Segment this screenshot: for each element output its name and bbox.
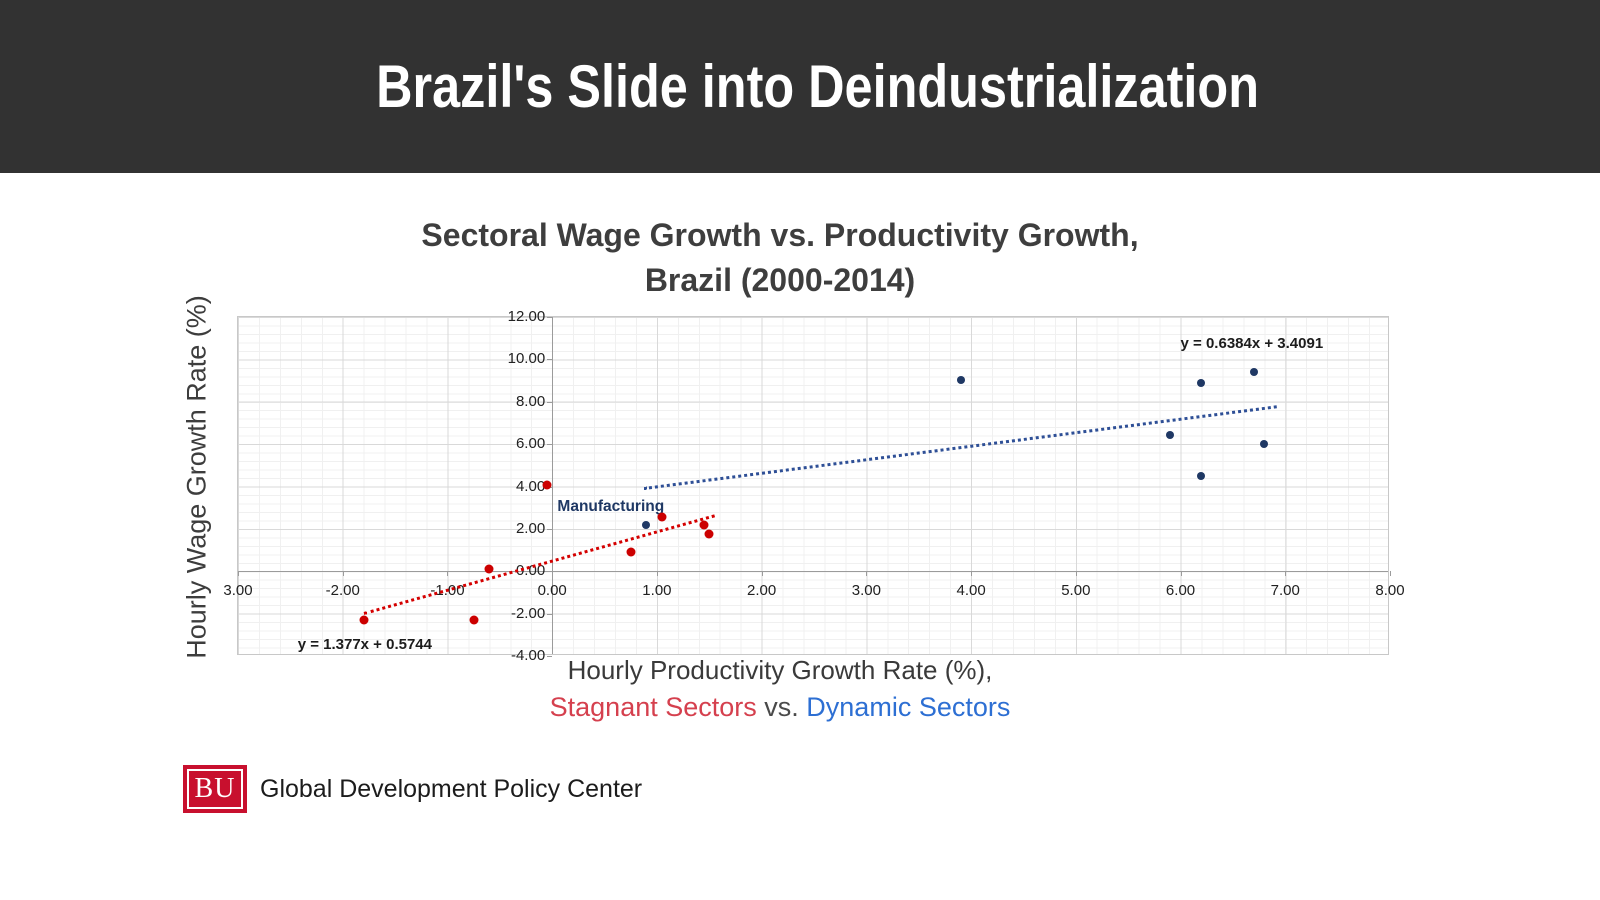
- x-tick-label: 0.00: [537, 582, 567, 600]
- y-tick-label: 10.00: [507, 350, 546, 368]
- stagnant-trendline-equation: y = 1.377x + 0.5744: [297, 635, 432, 653]
- x-tick-label: 1.00: [642, 582, 672, 600]
- y-axis-label: Hourly Wage Growth Rate (%): [181, 295, 212, 659]
- manufacturing-point-label: Manufacturing: [557, 498, 665, 516]
- x-tick-label: 4.00: [956, 582, 986, 600]
- dynamic-sectors-label: Dynamic Sectors: [806, 692, 1011, 722]
- org-name: Global Development Policy Center: [260, 774, 643, 803]
- x-tick-mark: [1075, 571, 1077, 577]
- bu-logo-inner-border: BU: [187, 769, 243, 809]
- y-tick-label: 4.00: [515, 477, 546, 495]
- x-tick-mark: [238, 571, 239, 577]
- stagnant-data-point: [657, 512, 667, 522]
- stagnant-data-point: [699, 520, 709, 530]
- x-tick-label: 3.00: [851, 582, 881, 600]
- x-tick-mark: [447, 571, 449, 577]
- stagnant-data-point: [359, 615, 369, 625]
- chart-title-line2: Brazil (2000-2014): [644, 262, 916, 298]
- x-tick-label: -2.00: [325, 582, 360, 600]
- x-tick-label: 6.00: [1165, 582, 1196, 600]
- x-axis-caption-line1: Hourly Productivity Growth Rate (%),: [567, 655, 993, 685]
- stagnant-data-point: [484, 564, 494, 574]
- x-tick-mark: [1180, 571, 1182, 577]
- chart-title-line1: Sectoral Wage Growth vs. Productivity Gr…: [421, 217, 1139, 253]
- x-tick-mark: [971, 571, 973, 577]
- x-tick-label: 5.00: [1061, 582, 1091, 600]
- y-axis-line: [552, 317, 554, 654]
- dynamic-trendline: [644, 405, 1278, 491]
- dynamic-trendline-equation: y = 0.6384x + 3.4091: [1180, 335, 1324, 352]
- y-tick-mark: [547, 528, 553, 530]
- y-tick-label: -4.00: [510, 647, 546, 664]
- y-tick-label: 2.00: [515, 519, 546, 537]
- y-tick-mark: [547, 613, 553, 615]
- y-tick-mark: [547, 317, 553, 318]
- y-tick-mark: [547, 444, 553, 446]
- dynamic-data-point: [1260, 440, 1269, 449]
- dynamic-data-point: [1197, 471, 1206, 480]
- dynamic-data-point: [1197, 378, 1206, 387]
- stagnant-data-point: [704, 529, 714, 539]
- x-tick-mark: [761, 571, 763, 577]
- x-tick-mark: [342, 571, 344, 577]
- y-tick-label: 12.00: [507, 308, 546, 325]
- page-title: Brazil's Slide into Deindustrialization: [376, 53, 1260, 120]
- chart-title: Sectoral Wage Growth vs. Productivity Gr…: [0, 213, 1560, 303]
- vs-label: vs.: [756, 692, 807, 722]
- stagnant-data-point: [626, 547, 636, 557]
- y-tick-label: -2.00: [510, 604, 546, 622]
- y-tick-mark: [547, 401, 553, 403]
- stagnant-data-point: [469, 615, 479, 625]
- y-tick-label: 8.00: [515, 392, 546, 410]
- dynamic-data-point: [956, 375, 965, 384]
- bu-logo-text: BU: [194, 773, 236, 804]
- x-axis-caption-line2: Stagnant Sectors vs. Dynamic Sectors: [0, 689, 1560, 726]
- x-tick-label: 2.00: [747, 582, 777, 600]
- x-axis-caption: Hourly Productivity Growth Rate (%), Sta…: [0, 652, 1560, 726]
- dynamic-data-point: [1166, 430, 1175, 439]
- x-tick-mark: [866, 571, 868, 577]
- footer: BU Global Development Policy Center: [183, 765, 642, 813]
- stagnant-sectors-label: Stagnant Sectors: [549, 692, 757, 722]
- y-tick-label: 0.00: [515, 562, 546, 580]
- x-tick-label: 7.00: [1270, 582, 1300, 600]
- bu-logo: BU: [183, 765, 247, 813]
- y-tick-mark: [547, 656, 553, 657]
- y-tick-mark: [547, 571, 553, 573]
- header-banner: Brazil's Slide into Deindustrialization: [0, 0, 1600, 173]
- x-tick-mark: [656, 571, 658, 577]
- scatter-plot: y = 1.377x + 0.5744 y = 0.6384x + 3.4091…: [223, 308, 1404, 664]
- x-tick-mark: [1285, 571, 1287, 577]
- y-tick-label: 6.00: [515, 435, 546, 453]
- x-tick-mark: [552, 571, 554, 577]
- x-tick-label: -1.00: [430, 582, 465, 600]
- y-tick-mark: [547, 359, 553, 361]
- x-tick-label: 3.00: [223, 582, 253, 600]
- x-tick-label: 8.00: [1375, 582, 1405, 600]
- dynamic-data-point: [642, 520, 651, 529]
- dynamic-data-point: [1249, 368, 1258, 377]
- x-tick-mark: [1390, 571, 1391, 577]
- x-axis-line: [238, 571, 1388, 573]
- stagnant-data-point: [542, 480, 552, 490]
